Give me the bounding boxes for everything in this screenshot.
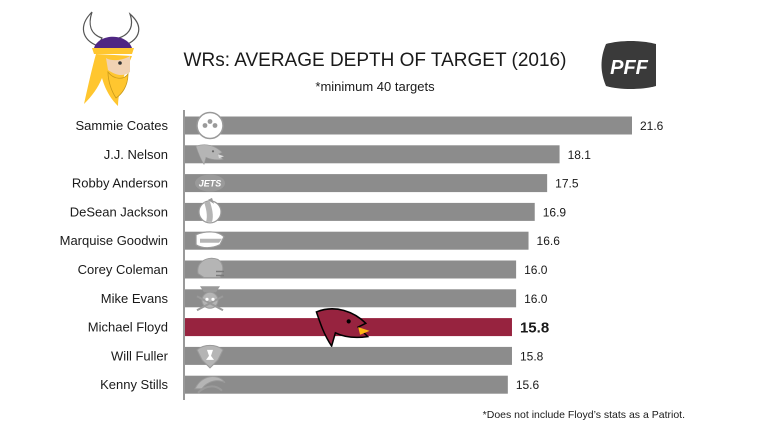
data-label: 16.0 [524,263,548,277]
bar [185,231,529,250]
redskins-logo-icon [198,197,222,224]
category-label: Marquise Goodwin [60,233,168,248]
category-label: Michael Floyd [88,320,168,335]
bar [185,202,535,221]
browns-helmet-icon [197,257,224,278]
svg-text:JETS: JETS [199,179,222,189]
buccaneers-logo-icon [196,286,224,312]
data-label: 16.6 [537,234,561,248]
chart-footnote: *Does not include Floyd’s stats as a Pat… [482,409,685,421]
texans-logo-icon [196,344,224,369]
chart-subtitle: *minimum 40 targets [315,79,435,94]
steelers-logo-icon [196,111,224,140]
data-label: 16.9 [543,205,567,219]
bar [185,174,548,193]
bills-logo-icon [195,231,225,249]
data-label: 15.8 [520,320,549,337]
category-label: J.J. Nelson [104,147,168,162]
category-label: Will Fuller [111,348,169,363]
category-label: Sammie Coates [76,118,169,133]
data-label: 21.6 [640,119,664,133]
chart-title: WRs: AVERAGE DEPTH OF TARGET (2016) [183,50,567,71]
data-label: 16.0 [524,292,548,306]
bar [185,375,508,394]
data-label: 17.5 [555,177,579,191]
dolphins-logo-icon [194,376,226,394]
bar [185,116,632,135]
category-label: Corey Coleman [78,262,168,277]
category-label: Robby Anderson [72,176,168,191]
cardinals-logo-icon [195,144,224,166]
bar [185,346,512,365]
svg-text:PFF: PFF [610,57,649,79]
vikings-logo-icon [82,11,140,106]
data-label: 18.1 [568,148,592,162]
pff-logo-icon: PFF [601,41,656,89]
bar [185,289,517,308]
category-label: Mike Evans [101,291,169,306]
cardinals-logo-icon [315,308,370,348]
bar [185,145,560,164]
data-label: 15.8 [520,349,544,363]
category-label: Kenny Stills [100,377,168,392]
data-label: 15.6 [516,378,540,392]
jets-logo-icon: JETS [195,174,225,192]
bar [185,260,517,279]
category-label: DeSean Jackson [70,204,168,219]
